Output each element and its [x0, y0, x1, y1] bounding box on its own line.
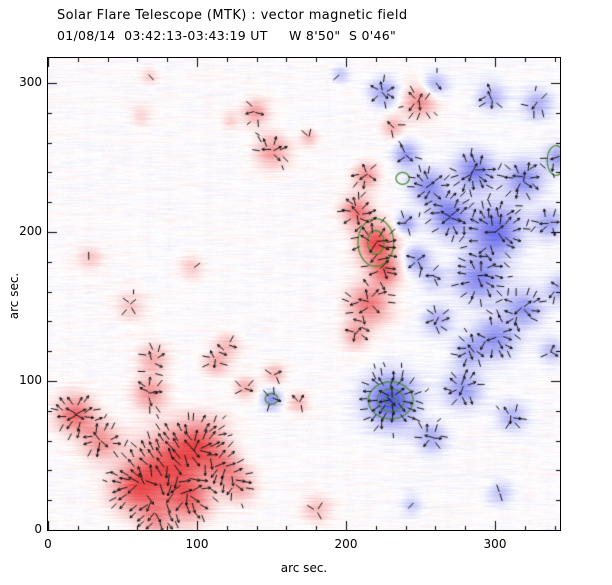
x-tick-label: 100 [185, 537, 209, 551]
plot-subtitle: 01/08/14 03:42:13-03:43:19 UT W 8'50" S … [57, 28, 397, 43]
plot-box [47, 57, 561, 531]
x-tick-label: 200 [334, 537, 358, 551]
y-tick-label: 0 [34, 522, 42, 536]
x-axis-label: arc sec. [280, 561, 328, 575]
y-tick-label: 300 [19, 75, 42, 89]
magnetogram-canvas [48, 58, 560, 530]
y-axis-label: arc sec. [7, 272, 21, 320]
plot-title: Solar Flare Telescope (MTK) : vector mag… [57, 8, 408, 23]
y-tick-label: 200 [19, 224, 42, 238]
y-tick-label: 100 [19, 373, 42, 387]
x-tick-label: 300 [483, 537, 507, 551]
x-tick-label: 0 [44, 537, 52, 551]
